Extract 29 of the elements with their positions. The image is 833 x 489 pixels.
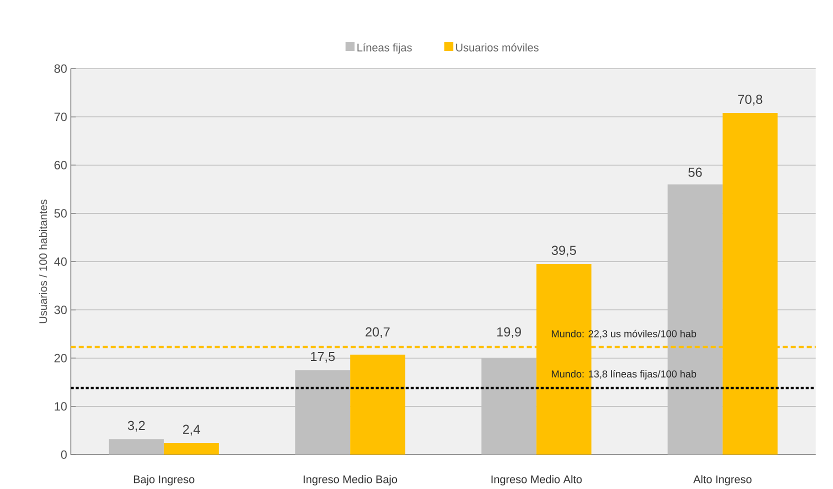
- y-tick-label: 10: [54, 402, 67, 411]
- legend-label: Usuarios móviles: [456, 43, 539, 52]
- data-label: 17,5: [310, 352, 335, 363]
- bar: [164, 443, 219, 455]
- y-tick-label: 50: [54, 209, 67, 218]
- y-axis-title: Usuarios / 100 habitantes: [38, 200, 48, 324]
- y-tick-label: 80: [54, 64, 67, 73]
- y-tick-label: 60: [54, 161, 67, 170]
- y-tick-label: 30: [54, 306, 67, 314]
- bar: [481, 358, 536, 455]
- y-tick-label: 40: [54, 258, 67, 266]
- legend-label: Líneas fijas: [357, 43, 412, 54]
- data-label: 20,7: [366, 327, 390, 338]
- data-label: 19,9: [497, 327, 521, 338]
- bar: [295, 370, 350, 455]
- x-tick-label: Ingreso Medio Alto: [492, 475, 582, 486]
- bar: [108, 439, 164, 455]
- data-label: 2,4: [183, 424, 200, 436]
- y-tick-label: 0: [61, 450, 67, 459]
- x-tick-label: Ingreso Medio Bajo: [304, 475, 398, 486]
- x-tick-label: Bajo Ingreso: [134, 475, 194, 486]
- data-label: 3,2: [128, 421, 145, 432]
- data-label: 70,8: [738, 94, 762, 106]
- data-label: 56: [688, 168, 702, 178]
- y-tick-label: 20: [54, 354, 67, 362]
- x-tick-label: Alto Ingreso: [693, 475, 752, 486]
- bar: [350, 354, 406, 455]
- data-label: 39,5: [552, 246, 576, 257]
- y-tick-label: 70: [54, 112, 67, 122]
